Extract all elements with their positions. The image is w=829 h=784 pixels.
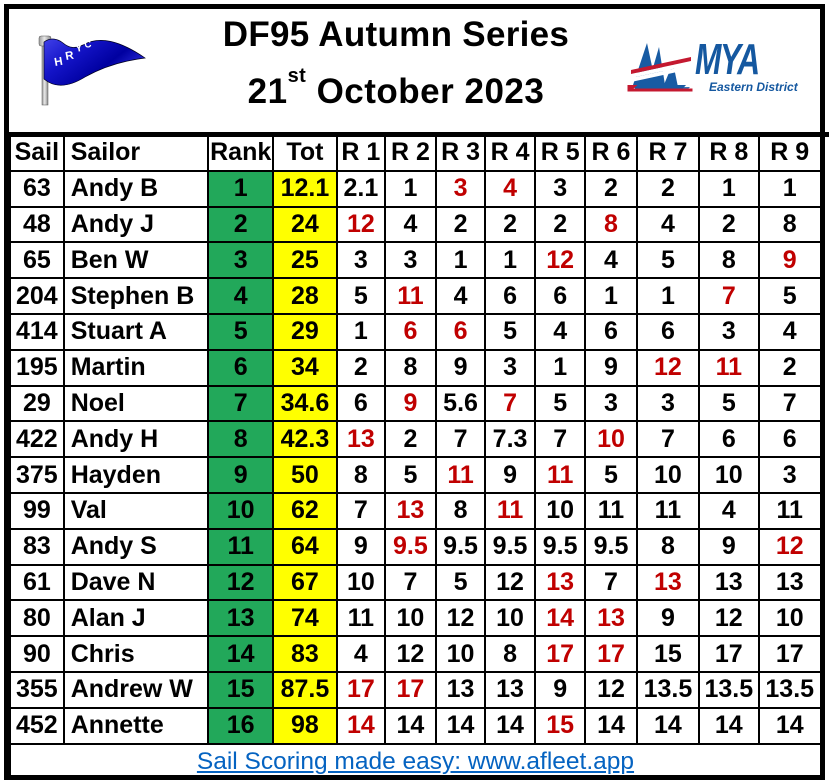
svg-text:C: C	[84, 39, 93, 51]
svg-text:Y: Y	[74, 42, 83, 55]
